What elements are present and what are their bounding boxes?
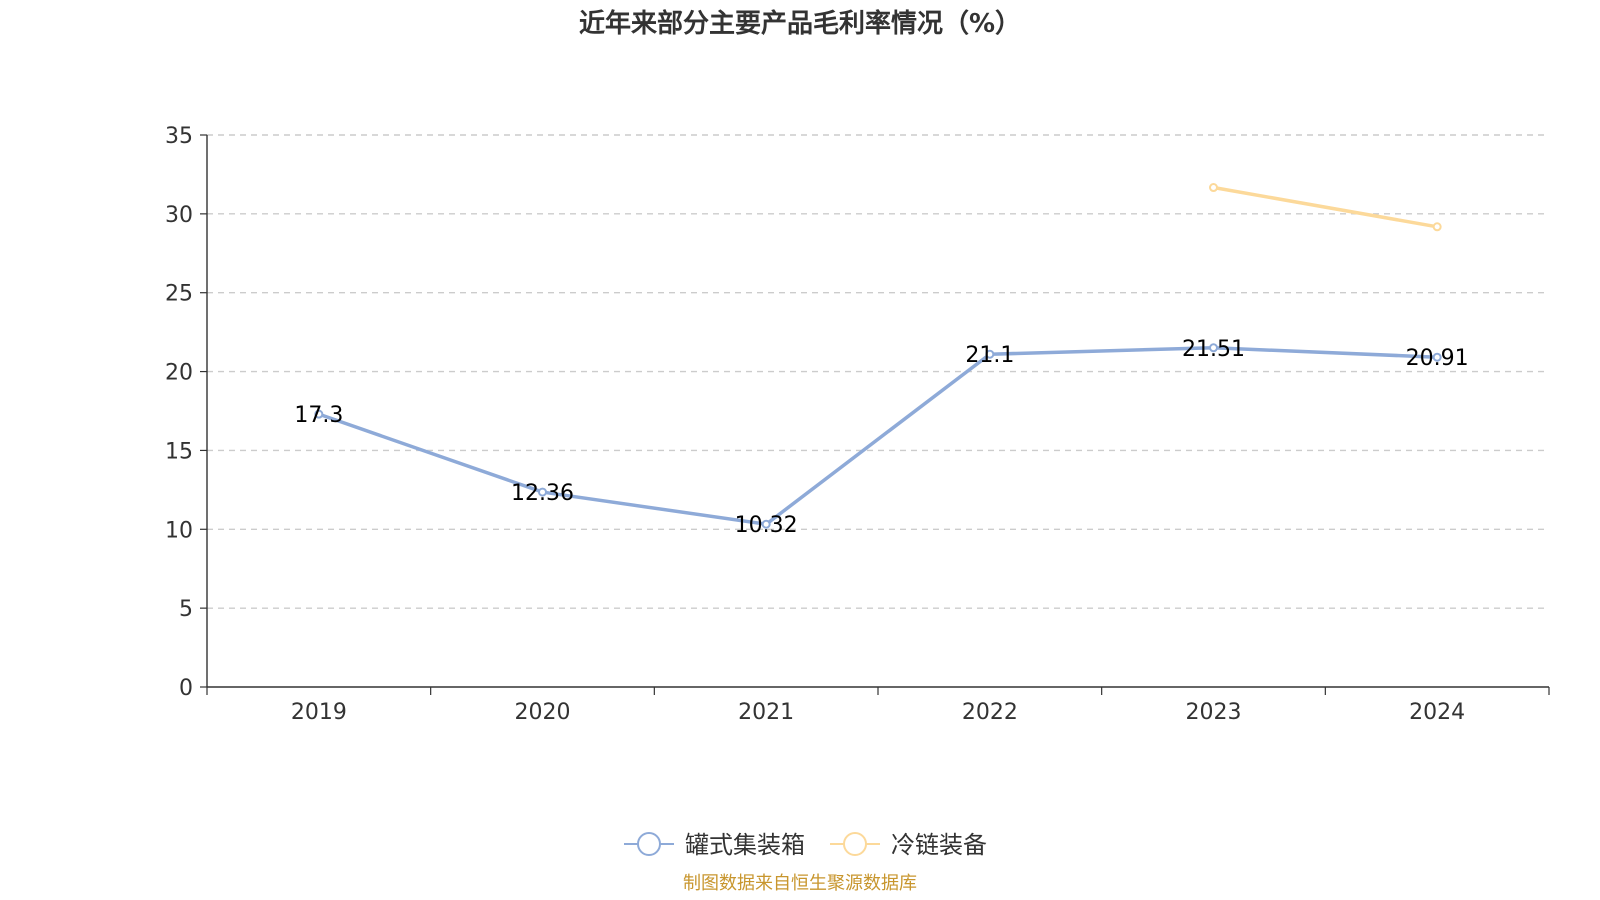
axes: 0 5 10 15 20 25 30 35 2019 2020 2021 2022 2023 2024	[165, 124, 1550, 725]
legend-label: 罐式集装箱	[685, 831, 805, 859]
series-lines	[314, 183, 1442, 529]
x-tick-label: 2024	[1409, 700, 1465, 725]
source-note: 制图数据来自恒生聚源数据库	[683, 873, 917, 894]
legend-label: 冷链装备	[891, 831, 987, 859]
legend-item[interactable]: 罐式集装箱	[624, 831, 805, 859]
data-label: 17.3	[294, 403, 343, 428]
grid-lines	[207, 134, 1549, 609]
y-tick-label: 0	[179, 676, 193, 701]
x-tick-label: 2021	[738, 700, 794, 725]
data-labels: 17.3 12.36 10.32 21.1 21.51 20.91	[294, 337, 1468, 538]
data-label: 21.51	[1182, 337, 1245, 362]
data-point[interactable]	[538, 487, 547, 497]
data-point[interactable]	[1209, 343, 1218, 353]
x-tick-label: 2020	[515, 700, 571, 725]
y-tick-label: 25	[165, 282, 193, 307]
series-line[interactable]	[317, 346, 1439, 526]
legend-item[interactable]: 冷链装备	[830, 831, 987, 859]
legend[interactable]: 罐式集装箱 冷链装备	[624, 831, 987, 859]
data-point[interactable]	[1432, 222, 1442, 232]
legend-swatch-marker	[637, 832, 661, 856]
series-line[interactable]	[1211, 185, 1439, 229]
x-tick-label: 2023	[1186, 700, 1242, 725]
data-point[interactable]	[1209, 183, 1218, 193]
data-point[interactable]	[314, 409, 324, 419]
y-tick-label: 15	[165, 439, 193, 464]
y-tick-label: 10	[165, 518, 193, 543]
data-label: 10.32	[735, 513, 798, 538]
y-tick-label: 5	[179, 597, 193, 622]
data-label: 12.36	[511, 481, 574, 506]
y-tick-label: 35	[165, 124, 193, 149]
legend-swatch-marker	[843, 832, 867, 856]
x-tick-label: 2022	[962, 700, 1018, 725]
data-point[interactable]	[761, 519, 771, 529]
data-point[interactable]	[1432, 352, 1442, 362]
x-tick-label: 2019	[291, 700, 347, 725]
data-point[interactable]	[985, 349, 995, 359]
chart-title: 近年来部分主要产品毛利率情况（%）	[579, 8, 1021, 39]
data-label: 20.91	[1406, 346, 1469, 371]
y-tick-label: 20	[165, 361, 193, 386]
y-tick-label: 30	[165, 203, 193, 228]
data-label: 21.1	[965, 343, 1014, 368]
